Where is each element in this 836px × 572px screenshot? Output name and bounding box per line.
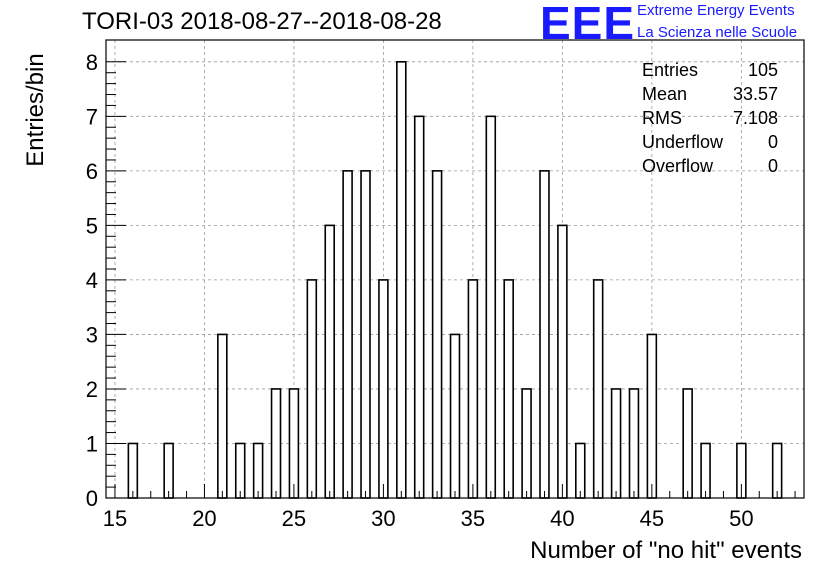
x-tick-label: 30 <box>371 506 395 531</box>
chart-title: TORI-03 2018-08-27--2018-08-28 <box>82 8 442 35</box>
histogram-bar <box>342 170 353 499</box>
y-tick-label: 2 <box>86 377 98 402</box>
histogram-bar <box>700 442 711 499</box>
stats-label: Entries <box>642 60 699 80</box>
logo-line-2: La Scienza nelle Scuole <box>637 24 798 41</box>
x-tick-label: 50 <box>729 506 753 531</box>
histogram-bar <box>485 115 497 499</box>
histogram-bar <box>252 442 264 499</box>
stats-label: Overflow <box>642 156 714 176</box>
histogram-bar <box>127 442 139 499</box>
histogram-bar <box>413 115 425 499</box>
logo-line-1: Extreme Energy Events <box>637 2 795 19</box>
y-tick-label: 7 <box>86 104 98 129</box>
histogram-bar <box>449 333 461 499</box>
stats-label: Mean <box>642 84 688 104</box>
stats-value: 7.108 <box>732 108 778 128</box>
x-tick-label: 45 <box>640 506 664 531</box>
stats-label: RMS <box>642 108 682 128</box>
eee-logo-mark: EEE <box>540 0 636 49</box>
histogram-bar <box>396 61 407 499</box>
histogram-bar <box>771 442 783 499</box>
x-tick-label: 35 <box>461 506 485 531</box>
stats-value: 0 <box>767 156 778 176</box>
histogram-bar <box>163 442 174 499</box>
x-tick-label: 15 <box>103 506 127 531</box>
histogram-bar <box>539 170 550 499</box>
stats-label: Underflow <box>642 132 724 152</box>
histogram-bar <box>234 442 246 499</box>
stats-row-rms: RMS 7.108 <box>642 108 778 132</box>
histogram-bar <box>378 279 389 499</box>
stats-row-overflow: Overflow 0 <box>642 156 778 180</box>
stats-value: 0 <box>767 132 778 152</box>
histogram-bar <box>217 333 228 499</box>
histogram-bar <box>467 279 479 499</box>
histogram-bar <box>592 279 604 499</box>
histogram-bar <box>270 388 282 499</box>
histogram-bar <box>503 279 514 499</box>
histogram-bar <box>575 442 586 499</box>
y-tick-label: 3 <box>86 322 98 347</box>
histogram-bar <box>682 388 693 499</box>
histogram-bar <box>610 388 622 499</box>
x-axis-label: Number of "no hit" events <box>530 537 802 564</box>
y-tick-label: 8 <box>86 50 98 75</box>
stats-row-entries: Entries 105 <box>642 60 778 84</box>
y-tick-label: 1 <box>86 431 98 456</box>
histogram-bar <box>360 170 371 499</box>
histogram-bar <box>521 388 532 499</box>
histogram-bar <box>288 388 300 499</box>
x-tick-label: 40 <box>550 506 574 531</box>
histogram-bar <box>628 388 640 499</box>
stats-value: 33.57 <box>732 84 778 104</box>
histogram-bar <box>306 279 318 499</box>
stats-row-underflow: Underflow 0 <box>642 132 778 156</box>
histogram-bar <box>324 224 335 499</box>
histogram-bar <box>646 333 658 499</box>
stats-box: Entries 105 Mean 33.57 RMS 7.108 Underfl… <box>642 60 778 180</box>
y-axis-label: Entries/bin <box>22 53 49 167</box>
stats-row-mean: Mean 33.57 <box>642 84 778 108</box>
x-tick-label: 25 <box>282 506 306 531</box>
x-tick-label: 20 <box>192 506 216 531</box>
stats-value: 105 <box>747 60 778 80</box>
y-tick-label: 5 <box>86 213 98 238</box>
y-tick-label: 0 <box>86 486 98 511</box>
y-tick-label: 6 <box>86 159 98 184</box>
y-tick-label: 4 <box>86 268 98 293</box>
histogram-bar <box>431 170 443 499</box>
histogram-bar <box>557 224 568 499</box>
